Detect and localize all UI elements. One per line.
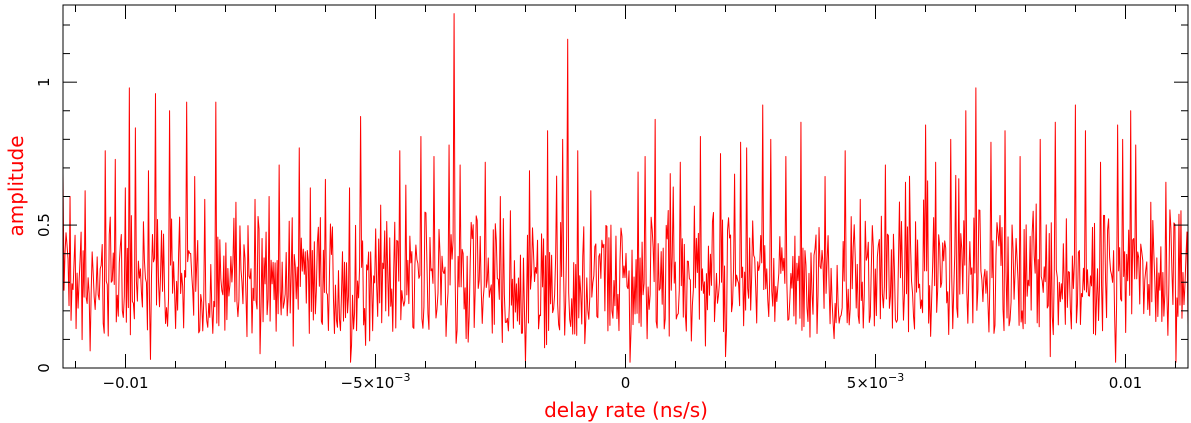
x-tick-label: 5×10−3	[847, 371, 904, 392]
x-axis: −0.01 −5×10−3 0 5×10−3 0.01	[75, 5, 1176, 392]
x-tick-label: −5×10−3	[341, 371, 411, 392]
y-axis-label: amplitude	[4, 135, 28, 236]
plot-area	[62, 13, 1189, 363]
y-tick-label: 0.5	[35, 213, 53, 237]
y-tick-label: 0	[35, 363, 53, 373]
y-tick-label: 1	[35, 77, 53, 87]
x-tick-label: −0.01	[103, 374, 149, 392]
x-axis-label: delay rate (ns/s)	[544, 398, 708, 422]
series-line	[62, 13, 1189, 363]
x-tick-exponent: −3	[394, 371, 410, 384]
x-tick-label: 0.01	[1109, 374, 1142, 392]
x-tick-label: 0	[621, 374, 631, 392]
x-tick-exponent: −3	[888, 371, 904, 384]
plot-frame	[62, 4, 1189, 369]
